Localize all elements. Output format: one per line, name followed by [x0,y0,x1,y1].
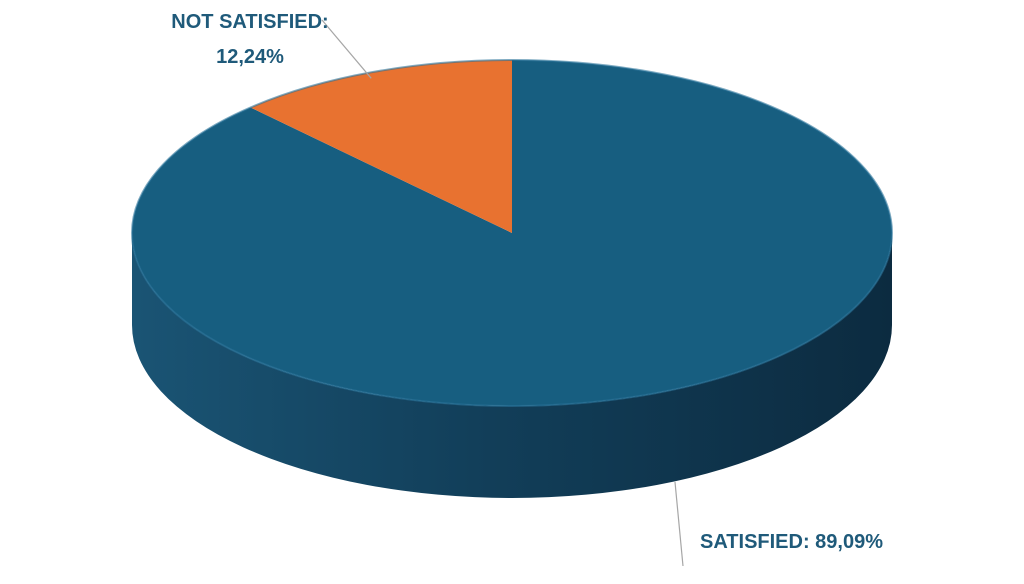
label-satisfied: SATISFIED: 89,09% [700,531,883,553]
pie-slice-not-satisfied [250,60,512,233]
leader-line-satisfied [674,481,684,567]
pie-side-satisfied [132,233,892,498]
pie-label-layer: NOT SATISFIED: 12,24% SATISFIED: 89,09% [171,11,883,567]
pie-slice-satisfied [131,60,892,407]
label-not-satisfied-name: NOT SATISFIED: [171,11,328,33]
pie-top-rim [131,59,893,407]
label-not-satisfied-value: 12,24% [216,46,284,68]
pie-side-layer [132,233,892,498]
pie-top-layer [131,59,893,407]
leader-line-not-satisfied [321,19,372,79]
